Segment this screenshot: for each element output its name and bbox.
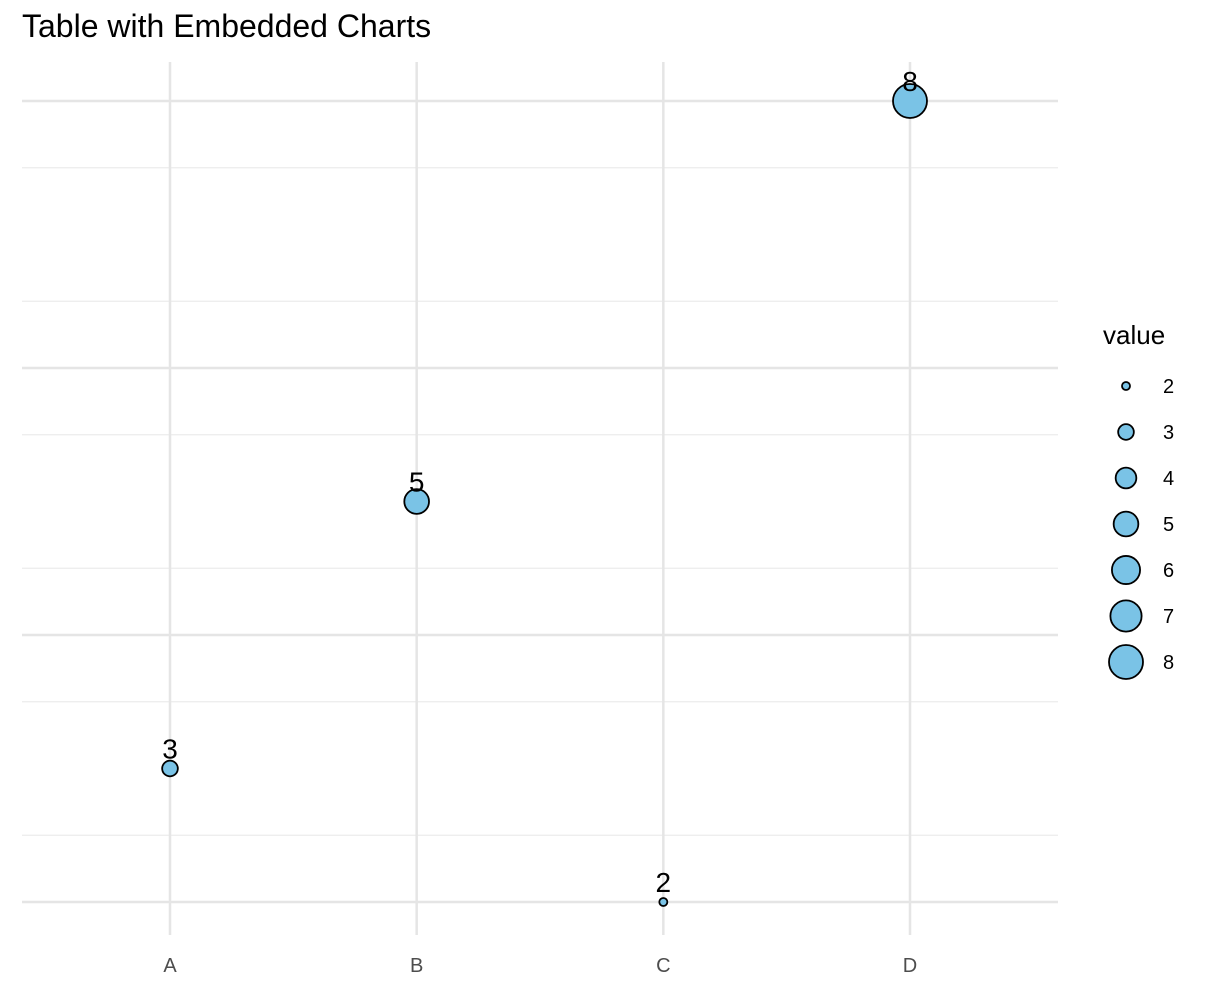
data-label-B: 5	[409, 467, 425, 498]
chart-title: Table with Embedded Charts	[22, 8, 432, 44]
data-label-C: 2	[656, 867, 672, 898]
legend-key-4	[1114, 466, 1138, 490]
x-tick-label-A: A	[163, 955, 177, 977]
data-label-D: 8	[902, 66, 918, 97]
legend-label-4: 4	[1163, 468, 1174, 490]
legend-key-8	[1108, 644, 1144, 680]
x-tick-label-D: D	[903, 955, 917, 977]
legend-label-2: 2	[1163, 376, 1174, 398]
data-point-D	[892, 83, 928, 119]
legend-key-3	[1117, 423, 1135, 441]
legend-label-8: 8	[1163, 652, 1174, 674]
data-point-A	[161, 759, 179, 778]
legend-label-6: 6	[1163, 560, 1174, 582]
legend-label-7: 7	[1163, 606, 1174, 628]
data-point-C	[658, 897, 669, 907]
x-tick-label-B: B	[410, 955, 423, 977]
legend-label-5: 5	[1163, 514, 1174, 536]
legend-key-7	[1109, 599, 1143, 633]
legend-key-5	[1112, 510, 1140, 538]
legend-title: value	[1103, 320, 1165, 350]
legend-key-2	[1121, 381, 1131, 391]
legend-label-3: 3	[1163, 422, 1174, 444]
x-tick-label-C: C	[656, 955, 670, 977]
data-point-B	[403, 488, 430, 515]
data-label-A: 3	[162, 734, 178, 765]
legend-key-6	[1111, 555, 1141, 585]
